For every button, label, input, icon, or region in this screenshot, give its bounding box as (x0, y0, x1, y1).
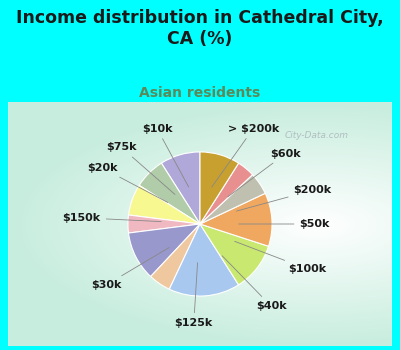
Wedge shape (128, 186, 200, 224)
Text: $150k: $150k (63, 213, 161, 223)
Text: Asian residents: Asian residents (139, 86, 261, 100)
Wedge shape (169, 224, 239, 296)
Text: $75k: $75k (106, 142, 175, 194)
Wedge shape (200, 175, 265, 224)
Wedge shape (200, 152, 239, 224)
Text: Income distribution in Cathedral City,
CA (%): Income distribution in Cathedral City, C… (16, 9, 384, 48)
Wedge shape (151, 224, 200, 289)
Text: $50k: $50k (239, 219, 330, 229)
Text: $60k: $60k (228, 149, 301, 197)
Text: $125k: $125k (175, 263, 213, 328)
Wedge shape (139, 163, 200, 224)
Wedge shape (200, 224, 268, 285)
Wedge shape (128, 224, 200, 276)
Text: $10k: $10k (142, 124, 189, 187)
Text: $100k: $100k (235, 241, 327, 274)
Text: $200k: $200k (236, 185, 332, 211)
Text: $30k: $30k (91, 247, 169, 290)
Text: $20k: $20k (87, 163, 168, 202)
Wedge shape (200, 163, 252, 224)
Text: City-Data.com: City-Data.com (284, 131, 348, 140)
Text: > $200k: > $200k (212, 124, 279, 187)
Wedge shape (161, 152, 200, 224)
Wedge shape (200, 193, 272, 246)
Text: $40k: $40k (222, 256, 286, 311)
Wedge shape (128, 215, 200, 233)
